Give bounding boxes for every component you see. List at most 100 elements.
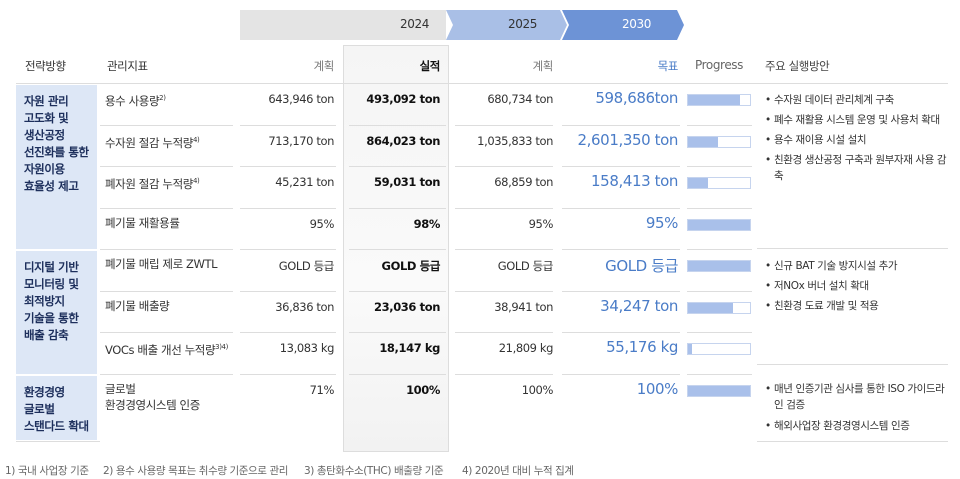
- progress-bar: [688, 219, 750, 230]
- plan-2025: 95%: [528, 216, 554, 231]
- progress-bar: [688, 386, 750, 396]
- actual-2024: 493,092 ton: [366, 92, 440, 106]
- strategy-box: 자원 관리 고도화 및 생산공정 선진화를 통한 자원이용 효율성 제고: [16, 85, 97, 249]
- footnote: 3) 총탄화수소(THC) 배출량 기준: [304, 465, 444, 477]
- row-divider: [349, 249, 446, 250]
- row-divider: [687, 207, 752, 209]
- row-divider: [349, 207, 446, 209]
- indicator-line: 용수 사용량2): [105, 93, 166, 108]
- strategy-line: 선진화를 통한: [24, 145, 89, 159]
- row-divider: [240, 290, 336, 292]
- progress-track: [687, 301, 751, 314]
- indicator-line: 폐기물 재활용률: [105, 215, 180, 230]
- year-arrows: [240, 10, 684, 40]
- plan-2025: 21,809 kg: [498, 341, 554, 355]
- actual-2024: 864,023 ton: [366, 133, 440, 148]
- row-divider: [562, 332, 680, 333]
- target-2030: 55,176 kg: [606, 338, 678, 356]
- row-divider: [349, 124, 446, 126]
- strategy-line: 스탠다드 확대: [24, 419, 89, 433]
- strategy-line: 최적방지: [24, 294, 65, 308]
- strategy-line: 글로벌: [24, 402, 55, 416]
- indicator: 폐기물 배출량: [105, 298, 170, 314]
- row-divider: [687, 249, 752, 250]
- row-divider: [687, 290, 752, 292]
- row-divider: [562, 290, 680, 292]
- footnote-ref: 4): [192, 177, 200, 185]
- indicator-line: 폐기물 배출량: [105, 298, 170, 313]
- indicator-line: 글로벌: [105, 382, 136, 396]
- progress-bar: [688, 178, 709, 188]
- row-divider: [757, 364, 948, 365]
- row-divider: [562, 207, 680, 209]
- row-divider: [455, 290, 553, 292]
- plan-2025: 680,734 ton: [487, 92, 553, 106]
- indicator-line: 폐자원 절감 누적량4): [105, 176, 200, 191]
- strategy-line: 디지털 기반: [24, 260, 79, 274]
- row-divider: [100, 373, 233, 375]
- row-divider: [100, 166, 233, 167]
- indicator: 폐자원 절감 누적량4): [105, 173, 200, 192]
- footnote: 2) 용수 사용량 목표는 취수량 기준으로 관리: [103, 465, 289, 477]
- row-divider: [757, 441, 948, 442]
- plan-2024: GOLD 등급: [278, 259, 335, 273]
- action-item: 친환경 도료 개발 및 적용: [765, 298, 950, 314]
- actual-2024: 100%: [406, 383, 440, 397]
- action-item: 폐수 재활용 시스템 운영 및 사용처 확대: [765, 112, 950, 128]
- header-cell: 실적: [419, 59, 441, 73]
- header-cell: Progress: [695, 58, 744, 72]
- row-divider: [100, 249, 233, 250]
- progress-bar: [688, 136, 718, 147]
- strategy-box: 디지털 기반 모니터링 및 최적방지 기술을 통한 배출 감축: [16, 251, 97, 374]
- row-divider: [240, 166, 336, 167]
- header-cell: 전략방향: [25, 59, 66, 73]
- row-divider: [757, 248, 948, 249]
- plan-2025: GOLD 등급: [497, 259, 554, 273]
- row-divider: [240, 332, 336, 333]
- plan-2025: 68,859 ton: [494, 175, 553, 189]
- progress-bar: [688, 344, 692, 354]
- row-divider: [455, 166, 553, 167]
- action-item: 저NOx 버너 설치 확대: [765, 278, 950, 294]
- row-divider: [687, 373, 752, 375]
- row-divider: [455, 124, 553, 126]
- year-label: 2024: [400, 17, 429, 31]
- row-divider: [562, 373, 680, 375]
- actual-2024: 59,031 ton: [374, 175, 440, 189]
- row-divider: [455, 207, 553, 209]
- row-divider: [455, 373, 553, 375]
- indicator: 용수 사용량2): [105, 90, 166, 109]
- row-divider: [349, 166, 446, 167]
- target-2030: 2,601,350 ton: [577, 130, 679, 149]
- plan-2024: 95%: [309, 216, 335, 231]
- target-2030: GOLD 등급: [605, 257, 678, 275]
- row-divider: [349, 332, 446, 333]
- year-label: 2030: [622, 17, 651, 31]
- progress-track: [687, 135, 751, 148]
- progress-track: [687, 94, 751, 106]
- row-divider: [100, 290, 233, 292]
- row-divider: [240, 249, 336, 250]
- target-2030: 598,686ton: [595, 89, 678, 107]
- indicator: 폐기물 재활용률: [105, 215, 180, 231]
- plan-2025: 38,941 ton: [494, 299, 553, 314]
- row-divider: [455, 332, 553, 333]
- indicator-line: 폐기물 매립 제로 ZWTL: [105, 257, 218, 271]
- strategy-line: 환경경영: [24, 385, 65, 399]
- row-divider: [16, 441, 100, 442]
- row-divider: [562, 124, 680, 126]
- action-item: 수자원 데이터 관리체계 구축: [765, 92, 950, 108]
- target-2030: 100%: [636, 380, 679, 398]
- action-item: 용수 재이용 시설 설치: [765, 132, 950, 148]
- strategy-line: 자원이용: [24, 162, 65, 176]
- footnote: 1) 국내 사업장 기준: [5, 465, 89, 477]
- row-divider: [349, 290, 446, 292]
- header-cell: 계획: [313, 59, 335, 73]
- row-divider: [687, 124, 752, 126]
- header-cell: 주요 실행방안: [765, 59, 830, 73]
- row-divider: [240, 124, 336, 126]
- action-item: 해외사업장 환경경영시스템 인증: [765, 418, 950, 434]
- indicator-line: VOCs 배출 개선 누적량3)4): [105, 342, 228, 357]
- row-divider: [687, 166, 752, 167]
